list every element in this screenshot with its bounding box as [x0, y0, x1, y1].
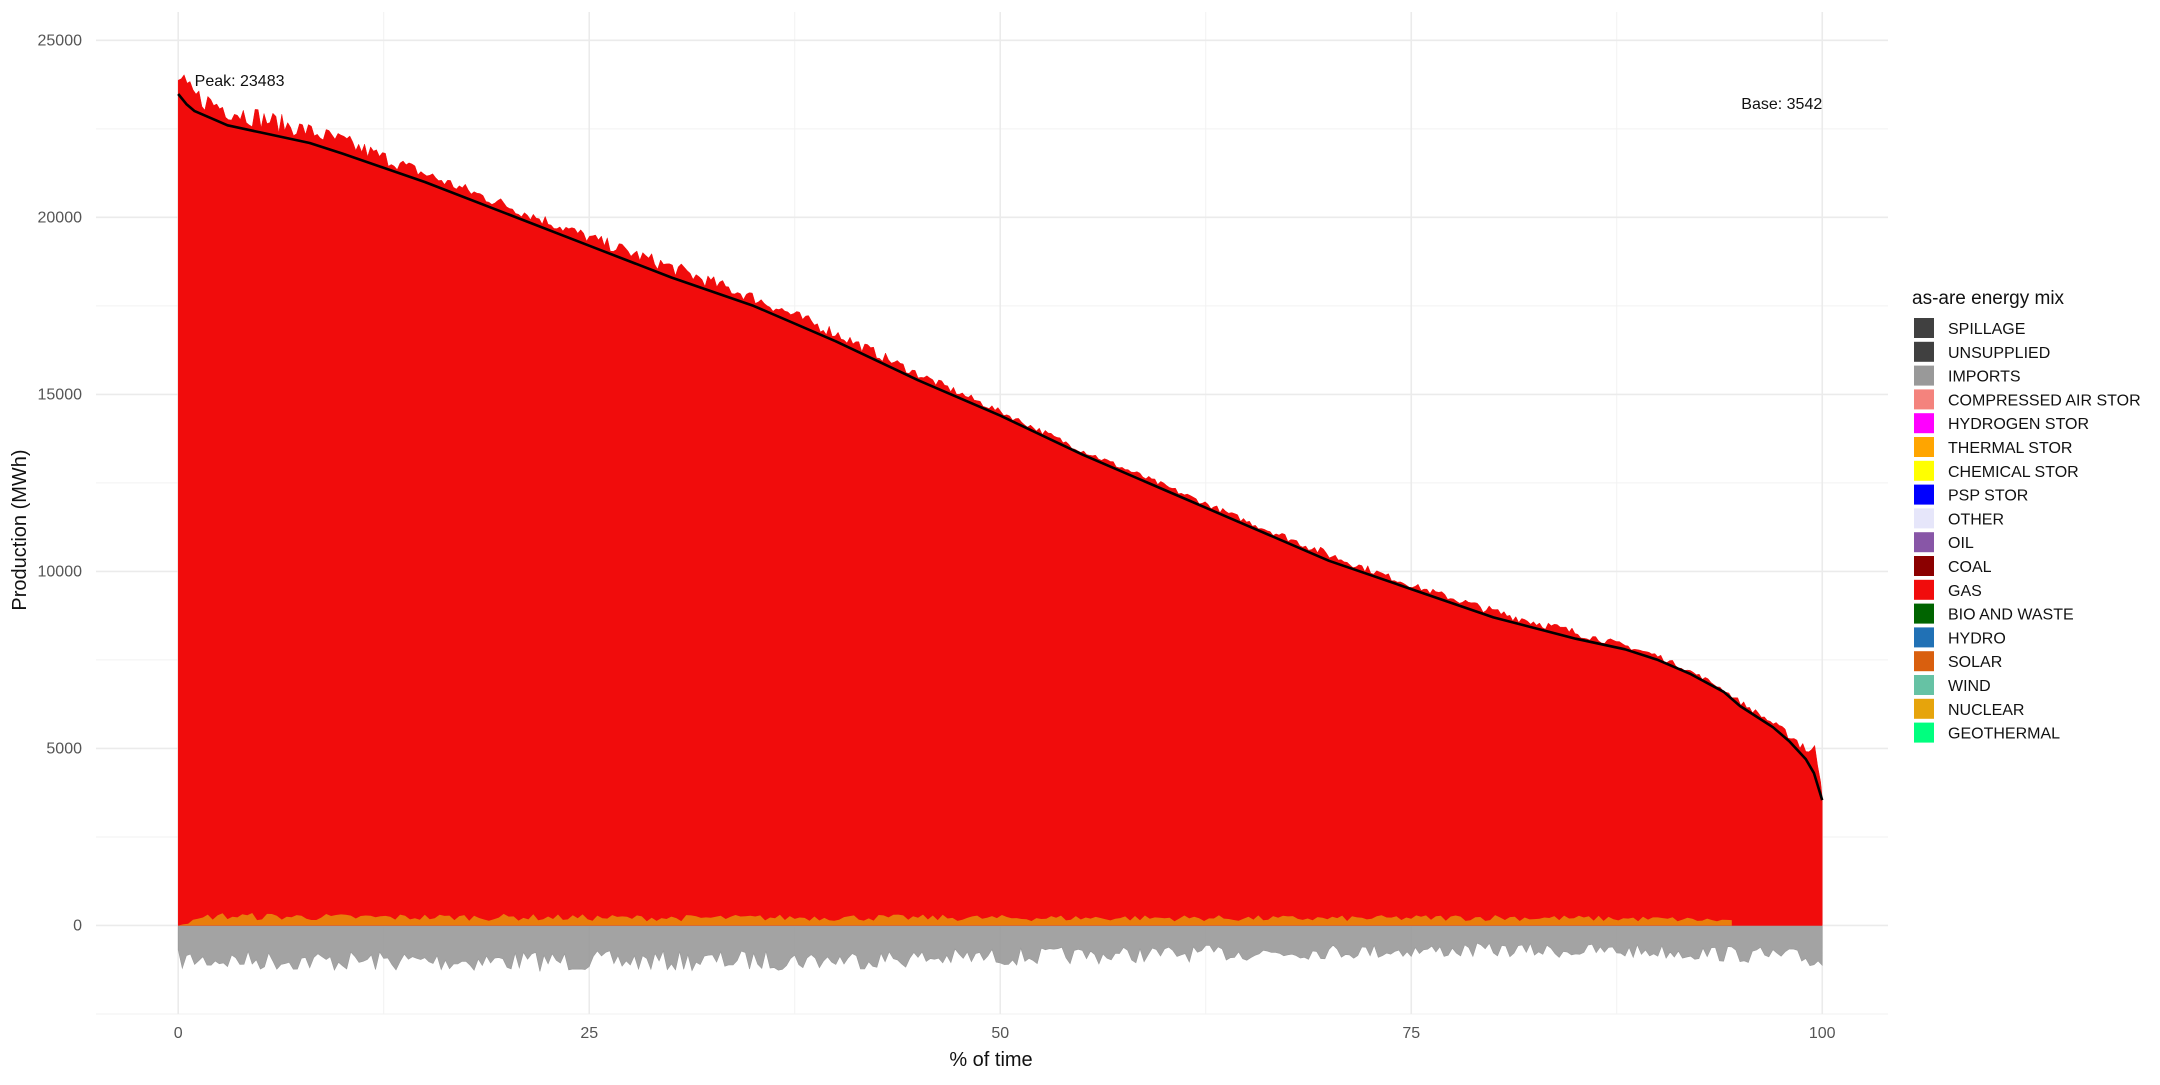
legend-swatch [1914, 318, 1934, 338]
legend-label: UNSUPPLIED [1948, 345, 2050, 362]
x-tick-label: 25 [580, 1025, 598, 1042]
legend-swatch [1914, 627, 1934, 648]
x-tick-label: 75 [1402, 1025, 1420, 1042]
legend-label: CHEMICAL STOR [1948, 464, 2079, 481]
legend-label: NUCLEAR [1948, 702, 2024, 719]
load-duration-line [177, 93, 1824, 801]
legend-label: THERMAL STOR [1948, 440, 2072, 457]
legend-swatch [1914, 556, 1934, 576]
nuclear-area [178, 913, 1732, 926]
legend-item: HYDRO [1914, 627, 2006, 648]
legend-label: HYDROGEN STOR [1948, 416, 2089, 433]
legend-swatch [1914, 341, 1934, 362]
legend-item: GEOTHERMAL [1914, 722, 2060, 743]
legend-label: GEOTHERMAL [1948, 726, 2060, 743]
legend-swatch [1914, 437, 1934, 457]
legend-swatch [1914, 413, 1934, 434]
y-tick-label: 0 [73, 917, 82, 934]
legend-item: PSP STOR [1914, 484, 2028, 505]
legend-swatch [1914, 651, 1934, 672]
tick-layer: 0 25 50 75 100 0 5000 10000 15000 20000 25000 [38, 32, 1836, 1042]
legend-item: CHEMICAL STOR [1914, 460, 2079, 481]
legend-label: COAL [1948, 559, 1992, 576]
legend-swatch [1914, 508, 1934, 529]
gas-area [177, 74, 1823, 926]
legend-swatch [1914, 579, 1934, 600]
legend-item: BIO AND WASTE [1914, 603, 2074, 624]
legend-label: SOLAR [1948, 654, 2002, 671]
legend-item: NUCLEAR [1914, 698, 2024, 719]
legend-label: COMPRESSED AIR STOR [1948, 392, 2141, 409]
y-tick-label: 5000 [46, 740, 82, 757]
legend-item: COMPRESSED AIR STOR [1914, 389, 2141, 410]
legend-item: HYDROGEN STOR [1914, 413, 2089, 434]
legend-label: BIO AND WASTE [1948, 607, 2074, 624]
legend-label: WIND [1948, 678, 1991, 695]
legend-item: UNSUPPLIED [1914, 341, 2050, 362]
imports-area [177, 925, 1823, 972]
legend-label: IMPORTS [1948, 369, 2021, 386]
legend-label: GAS [1948, 583, 1982, 600]
legend-swatch [1914, 365, 1934, 386]
legend-swatch [1914, 675, 1934, 695]
legend-swatch [1914, 389, 1934, 410]
legend-swatch [1914, 484, 1934, 505]
base-annotation: Base: 3542 [1741, 96, 1822, 113]
legend-swatch [1914, 460, 1934, 481]
x-axis-title: % of time [949, 1049, 1032, 1071]
series-layer [177, 74, 1824, 972]
legend: as-are energy mix SPILLAGE UNSUPPLIED IMPO… [1912, 288, 2141, 743]
legend-item: WIND [1914, 675, 1991, 695]
legend-swatch [1914, 532, 1934, 553]
annotation-layer: Peak: 23483 Base: 3542 [195, 73, 1823, 113]
y-tick-label: 15000 [38, 386, 83, 403]
y-tick-label: 20000 [38, 209, 83, 226]
y-axis-title: Production (MWh) [9, 449, 31, 610]
legend-item: THERMAL STOR [1914, 437, 2072, 457]
legend-label: PSP STOR [1948, 488, 2028, 505]
legend-swatch [1914, 603, 1934, 624]
x-tick-label: 100 [1809, 1025, 1836, 1042]
legend-item: OIL [1914, 532, 1974, 553]
y-tick-label: 10000 [38, 563, 83, 580]
legend-swatch [1914, 698, 1934, 719]
legend-label: HYDRO [1948, 630, 2006, 647]
legend-label: OTHER [1948, 511, 2004, 528]
legend-label: SPILLAGE [1948, 321, 2025, 338]
legend-item: COAL [1914, 556, 1992, 576]
legend-item: SOLAR [1914, 651, 2002, 672]
x-tick-label: 0 [174, 1025, 183, 1042]
x-tick-label: 50 [991, 1025, 1009, 1042]
legend-item: IMPORTS [1914, 365, 2021, 386]
legend-item: SPILLAGE [1914, 318, 2025, 338]
legend-label: OIL [1948, 535, 1974, 552]
legend-item: GAS [1914, 579, 1982, 600]
legend-item: OTHER [1914, 508, 2004, 529]
peak-annotation: Peak: 23483 [195, 73, 285, 90]
legend-swatch [1914, 722, 1934, 743]
legend-title: as-are energy mix [1912, 288, 2065, 309]
y-tick-label: 25000 [38, 32, 83, 49]
